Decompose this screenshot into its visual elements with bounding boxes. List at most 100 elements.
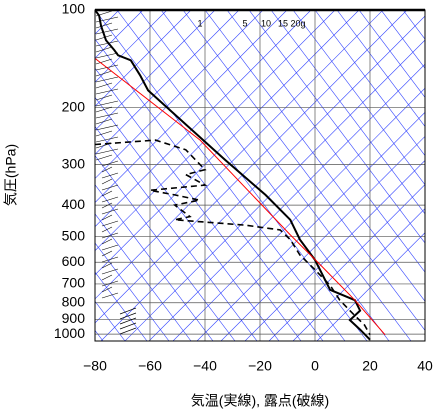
mixing-ratio-label: 1 — [197, 18, 202, 28]
wind-barb — [101, 232, 119, 239]
wind-barb — [119, 317, 137, 325]
wind-barb — [101, 220, 119, 227]
wind-barb — [95, 130, 113, 137]
x-tick-label: −80 — [83, 358, 107, 374]
adiabat — [95, 10, 384, 300]
wind-barb — [101, 274, 113, 281]
y-tick-label: 700 — [62, 275, 86, 291]
wind-barb — [101, 172, 119, 179]
wind-barb — [119, 327, 137, 335]
wind-barb — [95, 94, 113, 101]
wind-barb — [101, 208, 119, 215]
wind-barb — [119, 312, 137, 320]
wind-barb — [101, 292, 119, 299]
isotherm — [138, 10, 390, 341]
isotherm — [182, 10, 425, 331]
x-tick-label: 0 — [311, 358, 319, 374]
isotherm — [95, 126, 258, 341]
reference-lines — [95, 10, 425, 341]
adiabat — [196, 111, 425, 341]
isotherm — [95, 10, 346, 341]
adiabat — [148, 63, 425, 341]
wind-barb — [101, 178, 113, 185]
adiabat — [95, 10, 144, 59]
adiabat — [292, 208, 425, 341]
wind-barb — [101, 166, 113, 173]
x-axis-title: 気温(実線), 露点(破線) — [191, 393, 329, 409]
wind-barb — [101, 244, 119, 251]
wind-barb — [95, 106, 113, 113]
adiabat — [95, 10, 264, 179]
isotherm — [248, 10, 425, 244]
wind-barb — [101, 262, 113, 269]
wind-barb — [95, 154, 113, 161]
wind-barb — [95, 136, 119, 143]
adiabat — [172, 87, 425, 341]
wind-barb — [101, 160, 119, 167]
adiabat — [316, 232, 425, 341]
adiabat — [100, 15, 425, 341]
y-tick-label: 100 — [62, 1, 86, 17]
y-tick-label: 400 — [62, 196, 86, 212]
wind-barb — [95, 22, 113, 29]
isotherm — [358, 10, 425, 98]
wind-barb — [95, 118, 113, 125]
wind-barb — [101, 226, 113, 233]
wind-barb — [101, 196, 119, 203]
adiabat — [95, 10, 336, 252]
wind-barb — [101, 238, 113, 245]
isotherm — [95, 38, 324, 341]
adiabat — [268, 184, 425, 341]
wind-barb — [95, 148, 119, 155]
y-tick-label: 800 — [62, 293, 86, 309]
isotherm — [95, 67, 302, 341]
profile-line — [95, 139, 371, 336]
wind-barb — [101, 280, 119, 287]
wind-barb — [95, 58, 113, 65]
isotherm — [95, 96, 280, 341]
wind-barb — [95, 82, 113, 89]
y-tick-label: 900 — [62, 310, 86, 326]
isotherm — [160, 10, 412, 341]
profile-line — [95, 10, 371, 341]
isotherm — [380, 10, 425, 69]
adiabat — [95, 10, 360, 276]
mixing-ratio-label: 20g — [290, 18, 305, 28]
isotherm — [402, 10, 425, 40]
y-tick-label: 1000 — [54, 325, 85, 341]
wind-barb — [101, 286, 113, 293]
wind-barb — [101, 268, 119, 275]
wind-barb — [95, 112, 119, 119]
x-tick-label: −40 — [193, 358, 217, 374]
adiabat — [244, 160, 425, 341]
adiabat — [124, 39, 425, 341]
wind-barb — [95, 52, 119, 59]
adiabat — [220, 135, 425, 341]
isotherm — [270, 10, 425, 215]
y-axis-title: 気圧(hPa) — [3, 144, 19, 206]
y-tick-label: 600 — [62, 253, 86, 269]
wind-barb — [95, 70, 113, 77]
y-tick-label: 200 — [62, 98, 86, 114]
wind-barb — [101, 250, 113, 257]
wind-barb — [95, 124, 119, 131]
isotherm — [336, 10, 425, 128]
isotherm — [95, 184, 214, 341]
wind-barb — [95, 100, 119, 107]
x-tick-label: 20 — [362, 358, 378, 374]
adiabat — [95, 10, 312, 228]
mixing-ratio-label: 15 — [278, 18, 288, 28]
wind-barb — [101, 214, 113, 221]
isotherm — [95, 300, 126, 341]
isotherm — [95, 271, 148, 341]
wind-barb — [95, 76, 119, 83]
isotherm — [314, 10, 425, 157]
adiabat — [95, 10, 216, 131]
wind-barb — [101, 256, 119, 263]
isotherm — [204, 10, 425, 302]
x-tick-label: −60 — [138, 358, 162, 374]
mixing-ratio-label: 5 — [242, 18, 247, 28]
isotherm — [226, 10, 425, 273]
